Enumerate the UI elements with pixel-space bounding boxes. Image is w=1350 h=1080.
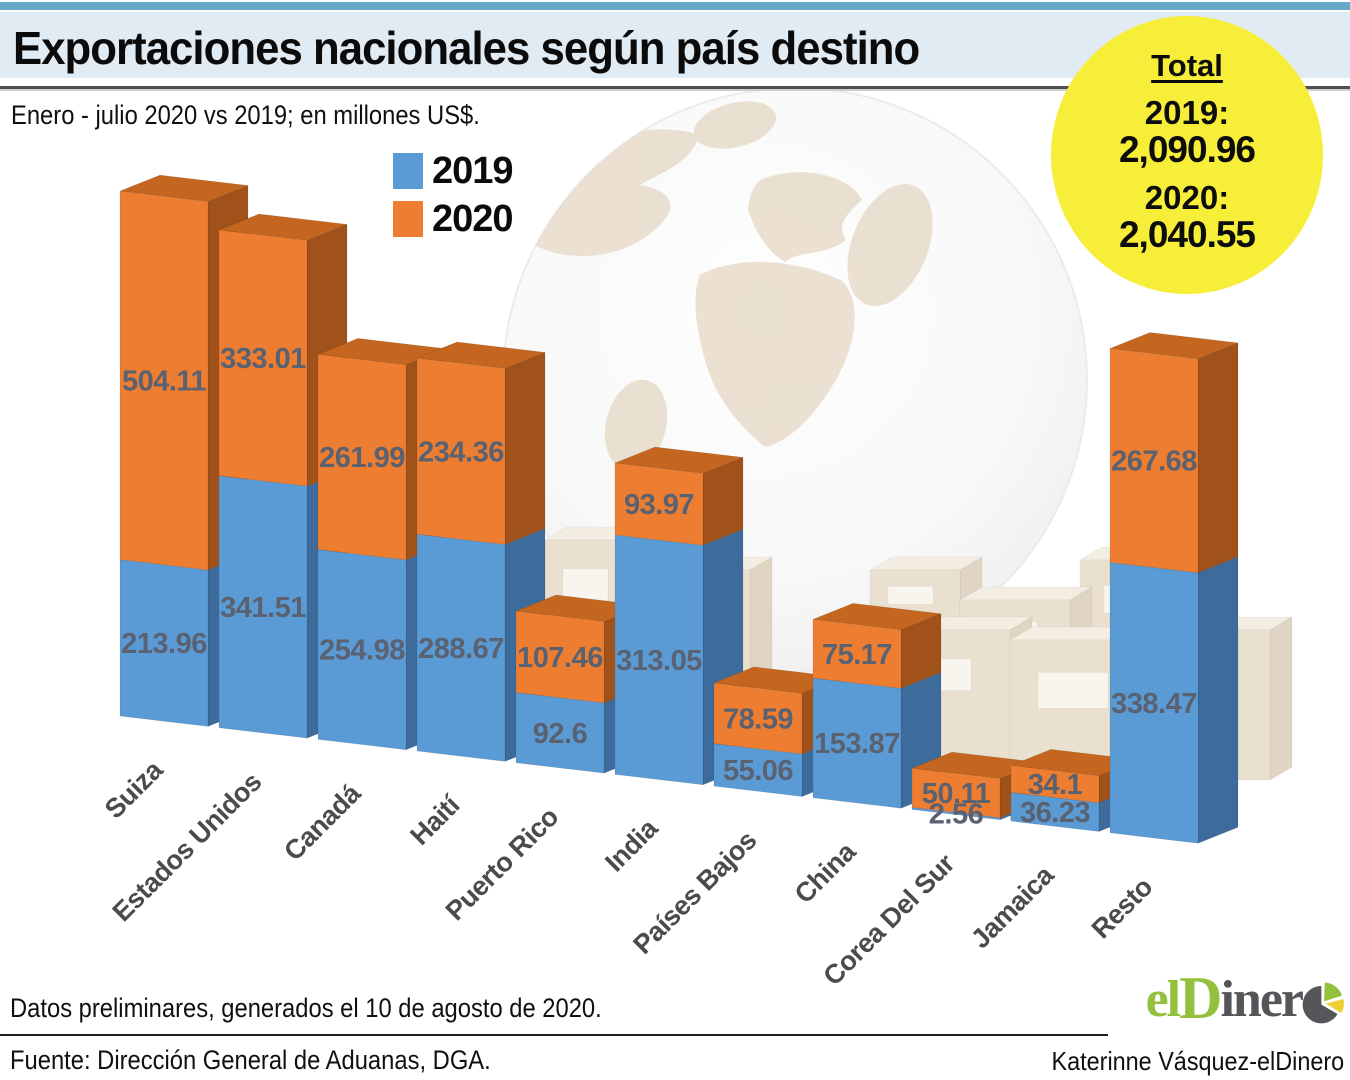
bar-china-top — [812, 602, 942, 631]
eldinero-logo: el D iner — [1146, 966, 1345, 1028]
legend-swatch-2019 — [393, 153, 423, 189]
category-label-india: India — [599, 812, 664, 877]
bar-paises-bajos-2020-front — [713, 682, 803, 755]
value-label-corea-del-sur-2019: 2.56 — [929, 799, 984, 831]
legend-label-2020: 2020 — [432, 197, 514, 240]
logo-text-el: el — [1145, 971, 1182, 1028]
box-7-label — [1037, 672, 1109, 709]
continent-africa — [695, 261, 855, 447]
category-label-resto: Resto — [1086, 872, 1158, 944]
legend-item-2020: 2020 — [393, 195, 514, 243]
value-label-india-2019: 313.05 — [616, 645, 702, 677]
continent-europe — [748, 172, 862, 262]
value-label-estados-unidos-2019: 341.51 — [220, 592, 306, 624]
total-badge: Total 2019: 2,090.96 2020: 2,040.55 — [1051, 16, 1323, 294]
bar-resto-2020-front — [1109, 348, 1199, 574]
total-2020-label: 2020: — [1144, 179, 1230, 217]
value-label-resto-2019: 338.47 — [1111, 688, 1197, 720]
bar-canada-2020-front — [317, 353, 407, 561]
bar-resto-2019-side — [1197, 556, 1239, 844]
bar-puerto-rico-2020-front — [515, 610, 605, 704]
top-accent-strip — [0, 2, 1350, 10]
category-label-puerto-rico: Puerto Rico — [440, 802, 564, 926]
legend-swatch-2020 — [393, 201, 423, 237]
value-label-suiza-2019: 213.96 — [121, 628, 207, 660]
author-credit: Katerinne Vásquez-elDinero — [1051, 1046, 1344, 1076]
value-label-india-2020: 93.97 — [624, 489, 694, 521]
total-2020-value: 2,040.55 — [1118, 214, 1256, 256]
footer-divider — [0, 1034, 1108, 1036]
bar-resto-2020-side — [1197, 342, 1239, 574]
continent-south-america — [604, 379, 668, 471]
logo-pie-icon — [1302, 982, 1344, 1024]
value-label-puerto-rico-2019: 92.6 — [533, 718, 588, 750]
footnote: Datos preliminares, generados el 10 de a… — [10, 993, 602, 1023]
bar-jamaica-2020-front — [1010, 764, 1100, 804]
continent-greenland — [693, 101, 777, 149]
bar-china-2020-front — [812, 618, 902, 689]
category-label-haiti: Haití — [404, 789, 466, 851]
bar-suiza-2020-front — [119, 190, 209, 571]
value-label-china-2020: 75.17 — [822, 639, 892, 671]
bar-haiti-top — [416, 341, 546, 369]
value-label-haiti-2020: 234.36 — [418, 436, 504, 468]
bar-resto-top — [1109, 332, 1239, 360]
value-label-jamaica-2019: 36.23 — [1020, 797, 1090, 829]
bar-india-top — [614, 446, 744, 474]
legend-label-2019: 2019 — [432, 149, 514, 192]
value-label-puerto-rico-2020: 107.46 — [517, 642, 603, 674]
chart-legend: 2019 2020 — [393, 147, 514, 243]
value-label-suiza-2020: 504.11 — [122, 366, 206, 398]
box-0-label — [562, 568, 609, 602]
box-4-top — [958, 586, 1094, 601]
category-label-suiza: Suiza — [99, 754, 169, 824]
box-5-side — [1269, 616, 1293, 781]
category-label-canada: Canadá — [278, 777, 367, 866]
value-label-estados-unidos-2020: 333.01 — [220, 343, 306, 375]
legend-item-2019: 2019 — [393, 147, 514, 195]
total-badge-title: Total — [1151, 48, 1223, 83]
value-label-paises-bajos-2020: 78.59 — [723, 703, 793, 735]
bar-india-2020-front — [614, 462, 704, 546]
value-label-canada-2019: 254.98 — [319, 635, 405, 667]
chart-subtitle: Enero - julio 2020 vs 2019; en millones … — [11, 100, 480, 130]
value-label-paises-bajos-2019: 55.06 — [723, 755, 793, 787]
header-divider — [0, 86, 1350, 89]
value-label-china-2019: 153.87 — [814, 728, 900, 760]
value-label-jamaica-2020: 34.1 — [1028, 769, 1083, 801]
value-label-resto-2020: 267.68 — [1111, 446, 1197, 478]
bar-haiti-2020-front — [416, 357, 506, 545]
value-label-haiti-2019: 288.67 — [418, 633, 504, 665]
source-note: Fuente: Dirección General de Aduanas, DG… — [10, 1045, 491, 1075]
page-title: Exportaciones nacionales según país dest… — [13, 22, 920, 74]
value-label-corea-del-sur-2020: 50.11 — [922, 778, 991, 810]
bar-haiti-2020-side — [504, 351, 546, 546]
category-label-china: China — [789, 836, 863, 910]
bar-corea-del-sur-2020-front — [911, 767, 1001, 819]
logo-text-iner: iner — [1220, 971, 1304, 1028]
continent-asia — [847, 183, 933, 307]
value-label-canada-2020: 261.99 — [319, 442, 405, 474]
logo-text-d: D — [1179, 965, 1222, 1031]
total-2019-label: 2019: — [1144, 94, 1230, 131]
bar-estados-unidos-2020-front — [218, 229, 308, 487]
box-2-label — [887, 585, 934, 605]
category-label-jamaica: Jamaica — [965, 859, 1060, 954]
total-2019-value: 2,090.96 — [1118, 128, 1256, 170]
